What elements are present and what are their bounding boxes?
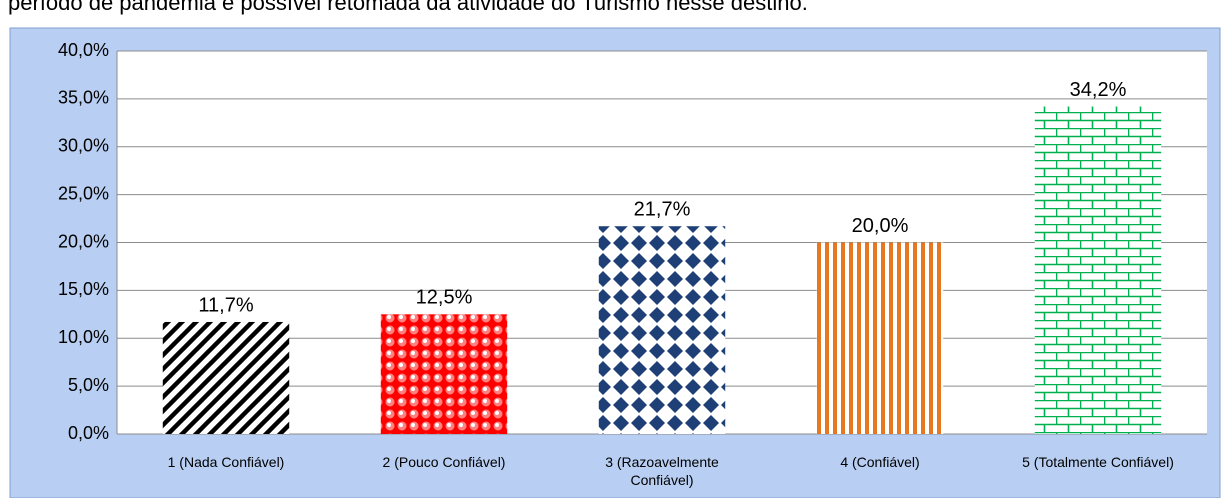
x-tick-label: 1 (Nada Confiável) [167, 454, 285, 470]
value-label: 11,7% [198, 294, 253, 316]
y-tick-label: 5,0% [68, 375, 109, 395]
y-tick-label: 25,0% [58, 183, 109, 203]
x-tick-label: 3 (Razoavelmente Confiável) [605, 454, 719, 488]
y-tick-label: 0,0% [68, 423, 109, 443]
bar [162, 321, 290, 434]
caption: período de pandemia e possível retomada … [8, 0, 808, 15]
y-tick-label: 35,0% [58, 88, 109, 108]
value-label: 34,2% [1070, 79, 1127, 101]
bar [598, 226, 726, 434]
value-label: 21,7% [634, 199, 691, 221]
y-tick-label: 15,0% [58, 279, 109, 299]
x-tick-label: 2 (Pouco Confiável) [382, 454, 506, 470]
bar [816, 242, 944, 434]
x-tick-label: 5 (Totalmente Confiável) [1022, 454, 1174, 470]
y-tick-label: 20,0% [58, 231, 109, 251]
value-label: 12,5% [416, 287, 473, 309]
bar [380, 314, 508, 434]
y-tick-label: 10,0% [58, 327, 109, 347]
x-tick-label: 4 (Confiável) [840, 454, 920, 470]
bar [1034, 106, 1162, 434]
y-tick-label: 30,0% [58, 136, 109, 156]
value-label: 20,0% [852, 215, 909, 237]
y-tick-label: 40,0% [58, 40, 109, 60]
